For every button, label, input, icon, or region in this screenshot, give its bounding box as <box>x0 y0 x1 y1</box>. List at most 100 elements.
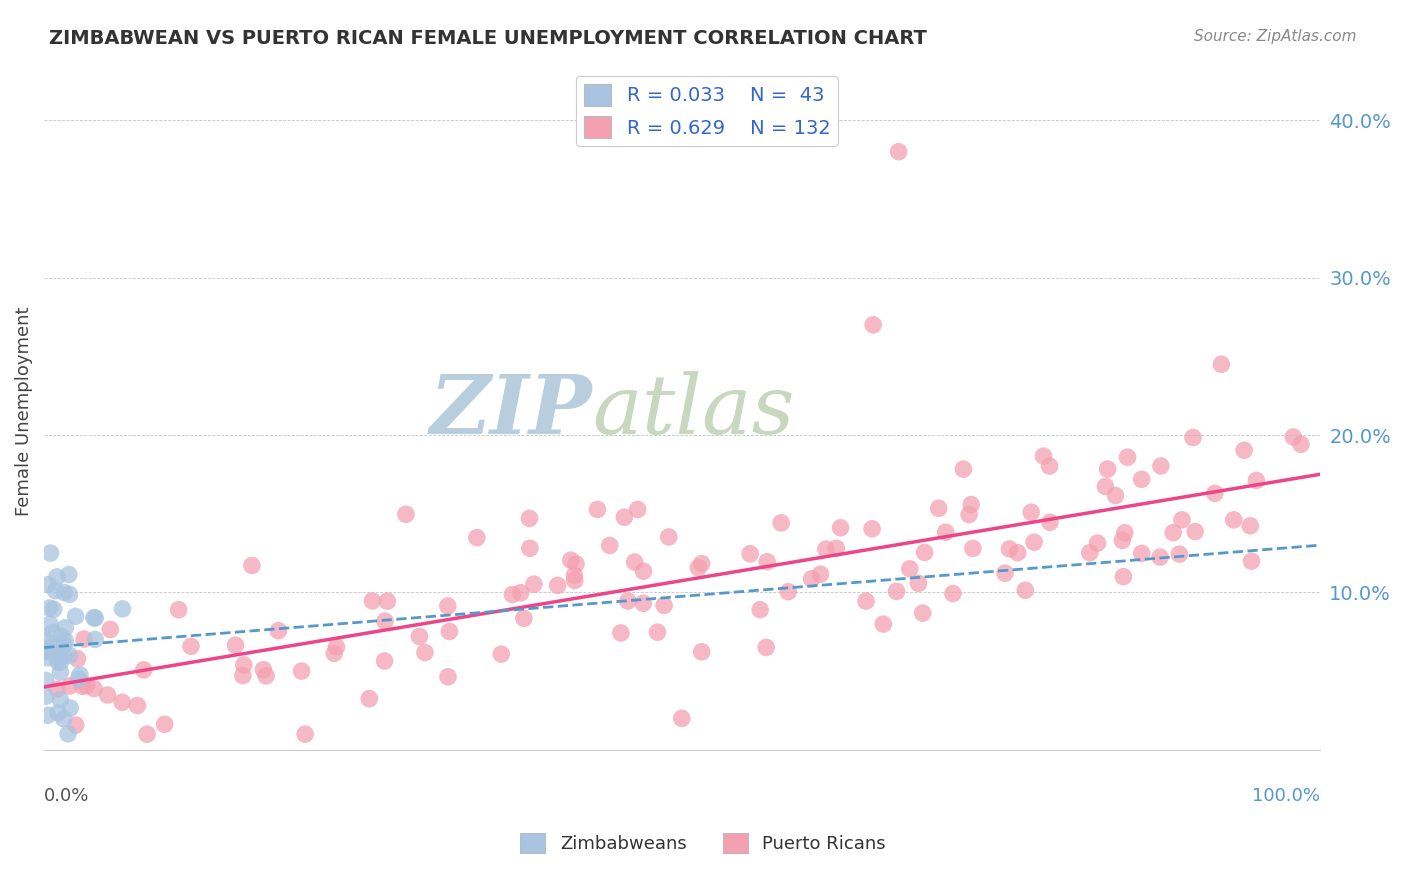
Point <box>49 650 72 665</box>
Point <box>962 541 984 556</box>
Point <box>111 695 134 709</box>
Point <box>1289 437 1312 451</box>
Point <box>84 611 107 625</box>
Point <box>42 625 65 640</box>
Point <box>49 665 72 679</box>
Point <box>810 567 832 582</box>
Point <box>35 690 58 704</box>
Point <box>38 601 60 615</box>
Point <box>84 632 107 647</box>
Point <box>862 318 884 332</box>
Point <box>59 701 82 715</box>
Point <box>523 577 546 591</box>
Point <box>437 599 460 613</box>
Point <box>1112 569 1135 583</box>
Point <box>52 712 75 726</box>
Point <box>814 542 837 557</box>
Point <box>935 525 957 540</box>
Point <box>610 626 633 640</box>
Point <box>1111 533 1133 548</box>
Point <box>67 672 90 686</box>
Point <box>267 624 290 638</box>
Point <box>623 555 645 569</box>
Point <box>73 632 96 646</box>
Point <box>76 679 98 693</box>
Point <box>1149 550 1171 565</box>
Point <box>1240 554 1263 568</box>
Point <box>1032 449 1054 463</box>
Point <box>770 516 793 530</box>
Point <box>1222 513 1244 527</box>
Point <box>59 679 82 693</box>
Point <box>887 145 910 159</box>
Point <box>560 553 582 567</box>
Point <box>83 611 105 625</box>
Point <box>49 692 72 706</box>
Point <box>232 668 254 682</box>
Point <box>323 646 346 660</box>
Point <box>564 568 586 582</box>
Legend: Zimbabweans, Puerto Ricans: Zimbabweans, Puerto Ricans <box>513 825 893 861</box>
Point <box>928 501 950 516</box>
Point <box>914 545 936 559</box>
Point <box>49 655 72 669</box>
Point <box>960 498 983 512</box>
Point <box>652 599 675 613</box>
Point <box>46 570 69 584</box>
Point <box>1211 357 1233 371</box>
Point <box>34 643 56 657</box>
Point <box>1038 458 1060 473</box>
Point <box>994 566 1017 581</box>
Point <box>1246 474 1268 488</box>
Point <box>37 650 59 665</box>
Point <box>1130 472 1153 486</box>
Point <box>58 567 80 582</box>
Point <box>37 708 59 723</box>
Point <box>1171 513 1194 527</box>
Text: Source: ZipAtlas.com: Source: ZipAtlas.com <box>1194 29 1357 44</box>
Point <box>658 530 681 544</box>
Point <box>647 625 669 640</box>
Point <box>855 594 877 608</box>
Point <box>413 646 436 660</box>
Point <box>52 648 75 663</box>
Point <box>911 606 934 620</box>
Point <box>439 624 461 639</box>
Point <box>1204 486 1226 500</box>
Point <box>778 584 800 599</box>
Point <box>465 531 488 545</box>
Point <box>671 711 693 725</box>
Point <box>690 557 713 571</box>
Point <box>294 727 316 741</box>
Point <box>69 667 91 681</box>
Point <box>45 583 67 598</box>
Point <box>1039 516 1062 530</box>
Point <box>1104 489 1126 503</box>
Point <box>1007 546 1029 560</box>
Point <box>1022 535 1045 549</box>
Point <box>34 640 56 655</box>
Point <box>800 572 823 586</box>
Point <box>627 502 650 516</box>
Point <box>1094 479 1116 493</box>
Point <box>153 717 176 731</box>
Point <box>53 585 76 599</box>
Point <box>46 706 69 720</box>
Point <box>586 502 609 516</box>
Point <box>1161 525 1184 540</box>
Point <box>1087 536 1109 550</box>
Point <box>65 718 87 732</box>
Point <box>1282 430 1305 444</box>
Point <box>1130 546 1153 560</box>
Legend: R = 0.033    N =  43, R = 0.629    N = 132: R = 0.033 N = 43, R = 0.629 N = 132 <box>576 76 838 146</box>
Point <box>37 577 59 591</box>
Point <box>325 640 347 654</box>
Point <box>83 681 105 696</box>
Point <box>1116 450 1139 465</box>
Point <box>1168 547 1191 561</box>
Point <box>167 603 190 617</box>
Point <box>65 609 87 624</box>
Point <box>232 657 254 672</box>
Point <box>98 623 121 637</box>
Text: ZIP: ZIP <box>430 371 592 451</box>
